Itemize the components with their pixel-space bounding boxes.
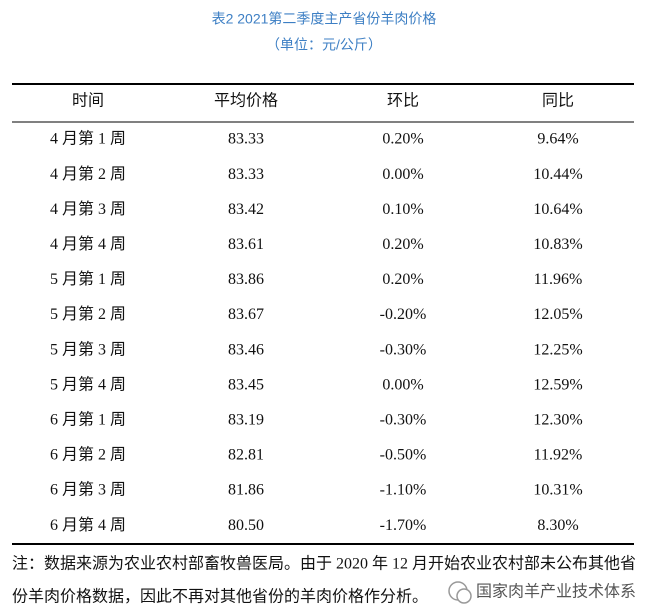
table-cell: 6 月第 3 周 (50, 481, 126, 499)
table-cell: 83.33 (228, 166, 264, 183)
table-cell: 9.64% (537, 131, 578, 148)
table-cell: 0.10% (382, 201, 423, 218)
table-cell: -0.20% (380, 306, 427, 323)
table-cell: 6 月第 4 周 (50, 516, 126, 534)
table-cell: 10.64% (533, 201, 582, 218)
table-title: 表2 2021第二季度主产省份羊肉价格 (212, 11, 437, 27)
table-cell: 6 月第 2 周 (50, 446, 126, 464)
table-cell: 5 月第 4 周 (50, 375, 126, 393)
table-cell: 0.20% (382, 236, 423, 253)
table-cell: 11.92% (534, 447, 583, 464)
table-cell: 82.81 (228, 447, 264, 464)
table-cell: 83.33 (228, 131, 264, 148)
table-cell: 4 月第 2 周 (50, 165, 126, 183)
table-cell: -1.70% (380, 517, 427, 534)
table-cell: 6 月第 1 周 (50, 410, 126, 428)
table-subtitle: （单位：元/公斤） (266, 37, 382, 53)
table-cell: 81.86 (228, 482, 264, 499)
table-cell: 83.86 (228, 271, 264, 288)
table-cell: 83.67 (228, 306, 264, 323)
table-cell: 10.44% (533, 166, 582, 183)
table-cell: 11.96% (534, 271, 583, 288)
table-cell: 10.83% (533, 236, 582, 253)
table-cell: -0.30% (380, 411, 427, 428)
table-cell: 83.42 (228, 201, 264, 218)
table-cell: 4 月第 4 周 (50, 235, 126, 253)
table-cell: 12.05% (533, 306, 582, 323)
table-cell: 83.46 (228, 341, 264, 358)
table-cell: 0.20% (382, 131, 423, 148)
column-header: 时间 (72, 92, 104, 110)
table-cell: 80.50 (228, 517, 264, 534)
table-cell: 0.00% (382, 376, 423, 393)
table-cell: 5 月第 3 周 (50, 340, 126, 358)
table-cell: 4 月第 3 周 (50, 200, 126, 218)
table-cell: -0.30% (380, 341, 427, 358)
table-cell: 12.25% (533, 341, 582, 358)
table-cell: 5 月第 2 周 (50, 305, 126, 323)
table-cell: 83.19 (228, 411, 264, 428)
table-cell: 0.00% (382, 166, 423, 183)
table-cell: 12.30% (533, 411, 582, 428)
table-cell: 8.30% (537, 517, 578, 534)
table-cell: 83.45 (228, 376, 264, 393)
table-cell: 4 月第 1 周 (50, 130, 126, 148)
table-cell: -0.50% (380, 447, 427, 464)
table-cell: 12.59% (533, 376, 582, 393)
table-cell: 0.20% (382, 271, 423, 288)
watermark: 国家肉羊产业技术体系 (448, 581, 636, 604)
table-cell: 10.31% (533, 482, 582, 499)
column-header: 环比 (387, 92, 419, 110)
table-cell: -1.10% (380, 482, 427, 499)
watermark-text: 国家肉羊产业技术体系 (476, 582, 636, 601)
note-line: 份羊肉价格数据，因此不再对其他省份的羊肉价格作分析。 (12, 588, 428, 606)
table-cell: 83.61 (228, 236, 264, 253)
watermark-icon (456, 588, 472, 604)
column-header: 平均价格 (214, 92, 278, 110)
note-line: 注：数据来源为农业农村部畜牧兽医局。由于 2020 年 12 月开始农业农村部未… (12, 555, 636, 573)
column-header: 同比 (542, 92, 574, 110)
table-cell: 5 月第 1 周 (50, 270, 126, 288)
